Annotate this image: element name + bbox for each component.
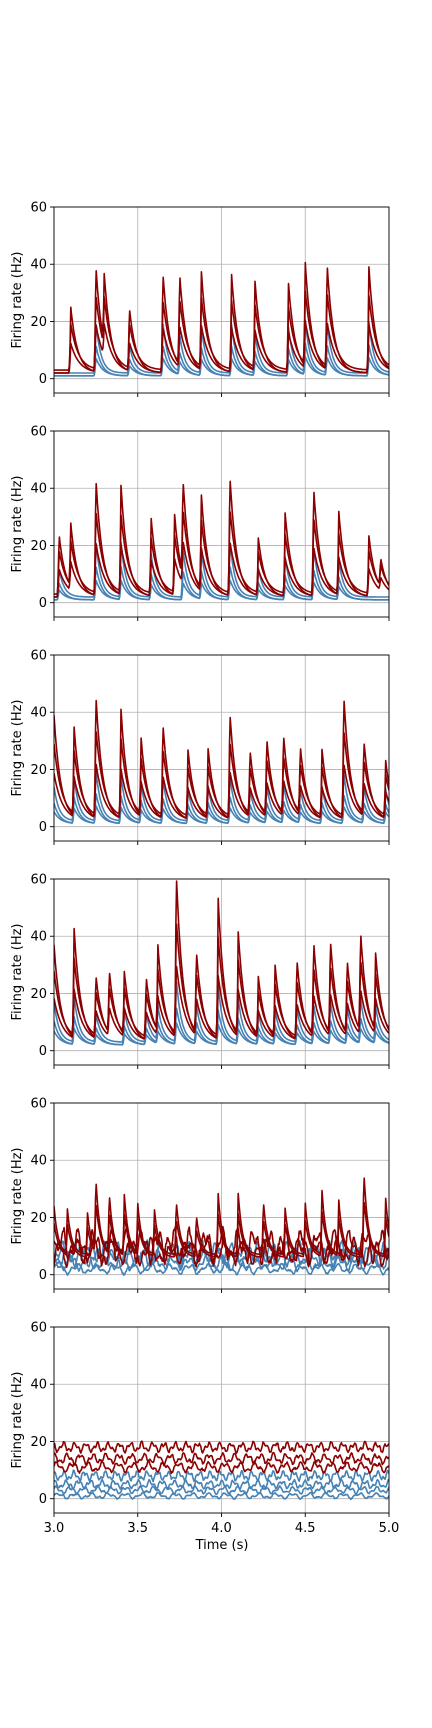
inhibitory-series [54, 771, 389, 822]
x-tick-label: 5.0 [379, 1521, 400, 1536]
x-tick-label: 3.0 [44, 1521, 65, 1536]
excitatory-series [54, 1451, 389, 1466]
inhibitory-series [54, 1491, 389, 1501]
y-tick-label: 20 [30, 987, 47, 1002]
inhibitory-series [54, 1262, 389, 1276]
y-tick-label: 20 [30, 763, 47, 778]
y-tick-label: 60 [30, 1097, 47, 1112]
excitatory-series [54, 923, 389, 1037]
series-lines [54, 880, 389, 1046]
y-tick-label: 40 [30, 706, 47, 721]
subplot-2: 0 20 40 60 Firing rate (Hz) [10, 425, 390, 621]
subplot-4: 0 20 40 60 Firing rate (Hz) [10, 873, 390, 1069]
y-tick-label: 0 [39, 1492, 47, 1507]
y-tick-label: 60 [30, 1321, 47, 1336]
excitatory-series [54, 1440, 389, 1454]
excitatory-series [54, 290, 389, 371]
excitatory-series [54, 880, 389, 1039]
excitatory-series [54, 699, 389, 819]
y-tick-label: 20 [30, 315, 47, 330]
y-tick-label: 60 [30, 649, 47, 664]
y-tick-label: 40 [30, 258, 47, 273]
series-lines [54, 1177, 389, 1276]
y-tick-label: 0 [39, 820, 47, 835]
y-axis-label: Firing rate (Hz) [10, 699, 25, 796]
excitatory-series [54, 1177, 389, 1256]
inhibitory-series [54, 1469, 389, 1483]
subplots: 0 20 40 60 Firing rate (Hz) 0 20 40 60 Firing rat… [10, 201, 399, 1537]
inhibitory-series [54, 541, 389, 598]
y-tick-label: 40 [30, 1378, 47, 1393]
inhibitory-series [54, 805, 389, 825]
y-axis-label: Firing rate (Hz) [10, 1371, 25, 1468]
excitatory-series [54, 1201, 389, 1258]
inhibitory-series [54, 1239, 389, 1265]
y-tick-label: 0 [39, 596, 47, 611]
y-axis-label: Firing rate (Hz) [10, 1147, 25, 1244]
x-tick-label: 3.5 [127, 1521, 148, 1536]
subplot-3: 0 20 40 60 Firing rate (Hz) [10, 649, 390, 845]
excitatory-series [54, 965, 389, 1040]
y-tick-label: 60 [30, 201, 47, 216]
subplot-6: 0 20 40 60 3.0 3.5 4.0 4.5 5.0 Firing rate (Hz) [10, 1321, 399, 1537]
x-axis-label: Time (s) [195, 1538, 249, 1553]
y-tick-label: 60 [30, 425, 47, 440]
y-axis-label: Firing rate (Hz) [10, 475, 25, 572]
y-tick-label: 0 [39, 1268, 47, 1283]
y-tick-label: 20 [30, 1435, 47, 1450]
inhibitory-series [54, 1478, 389, 1490]
inhibitory-series [54, 579, 389, 601]
excitatory-series [54, 480, 389, 598]
series-lines [54, 1440, 389, 1501]
y-tick-label: 20 [30, 539, 47, 554]
x-tick-label: 4.0 [211, 1521, 232, 1536]
y-tick-label: 0 [39, 1044, 47, 1059]
inhibitory-series [54, 1022, 389, 1046]
y-axis-label: Firing rate (Hz) [10, 923, 25, 1020]
y-tick-label: 60 [30, 873, 47, 888]
series-lines [54, 699, 389, 825]
subplot-5: 0 20 40 60 Firing rate (Hz) [10, 1097, 390, 1293]
series-lines [54, 480, 389, 601]
y-tick-label: 40 [30, 482, 47, 497]
inhibitory-series [54, 319, 389, 374]
inhibitory-series [54, 981, 389, 1043]
x-tick-label: 4.5 [295, 1521, 316, 1536]
subplot-1: 0 20 40 60 Firing rate (Hz) [10, 201, 390, 397]
y-tick-label: 0 [39, 372, 47, 387]
y-tick-label: 20 [30, 1211, 47, 1226]
excitatory-series [54, 261, 389, 374]
series-lines [54, 261, 389, 377]
y-tick-label: 40 [30, 930, 47, 945]
y-axis-label: Firing rate (Hz) [10, 251, 25, 348]
inhibitory-series [54, 355, 389, 377]
y-tick-label: 40 [30, 1154, 47, 1169]
excitatory-series [54, 763, 389, 819]
